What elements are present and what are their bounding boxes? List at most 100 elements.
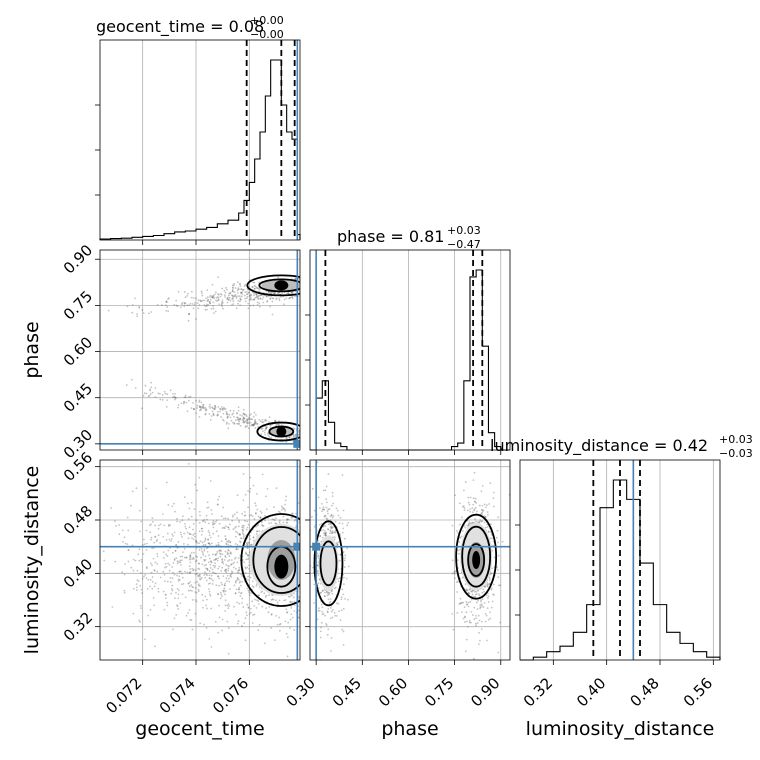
panel-geocent-time-vs-phase-sample xyxy=(211,407,214,410)
panel-geocent-time-vs-luminosity-distance-sample xyxy=(187,462,190,465)
panel-phase-vs-luminosity-distance-sample xyxy=(462,576,464,579)
panel-geocent-time-vs-luminosity-distance-sample xyxy=(220,540,223,542)
panel-phase-vs-luminosity-distance-sample xyxy=(489,611,492,614)
panel-geocent-time-vs-luminosity-distance-sample xyxy=(145,487,148,490)
panel-phase-vs-luminosity-distance-sample xyxy=(330,589,333,592)
panel-geocent-time-vs-phase-sample xyxy=(183,291,186,293)
panel-geocent-time-vs-luminosity-distance-sample xyxy=(248,564,250,567)
panel-geocent-time-vs-luminosity-distance-sample xyxy=(229,523,231,526)
panel-geocent-time-vs-phase-sample xyxy=(212,301,215,304)
panel-geocent-time-vs-phase-sample xyxy=(208,301,211,303)
panel-geocent-time-vs-luminosity-distance-sample xyxy=(291,516,294,519)
panel-geocent-time-vs-phase-sample xyxy=(182,402,185,405)
panel-geocent-time-vs-luminosity-distance-sample xyxy=(224,582,227,585)
panel-geocent-time-vs-phase-sample xyxy=(213,297,215,300)
panel-geocent-time-vs-phase-sample xyxy=(125,384,128,386)
panel-phase-vs-luminosity-distance-sample xyxy=(454,572,456,575)
panel-geocent-time-vs-luminosity-distance-sample xyxy=(208,554,210,557)
panel-geocent-time-vs-luminosity-distance-sample xyxy=(285,495,287,498)
panel-geocent-time-vs-phase-sample xyxy=(294,433,297,436)
panel-geocent-time-vs-luminosity-distance-sample xyxy=(191,599,194,601)
panel-geocent-time-vs-phase-sample xyxy=(194,301,196,304)
panel-geocent-time-vs-luminosity-distance-sample xyxy=(286,611,288,614)
panel-geocent-time-vs-luminosity-distance-sample xyxy=(236,601,239,604)
panel-geocent-time-vs-phase-sample xyxy=(185,401,188,404)
panel-geocent-time-vs-luminosity-distance-sample xyxy=(136,579,139,582)
panel-geocent-time-vs-luminosity-distance-sample xyxy=(224,537,227,540)
panel-geocent-time-vs-luminosity-distance-frame xyxy=(99,459,301,661)
panel-geocent-time-vs-phase-sample xyxy=(292,433,295,436)
panel-geocent-time-vs-luminosity-distance-sample xyxy=(227,607,230,610)
panel-geocent-time-vs-luminosity-distance-sample xyxy=(172,571,174,574)
panel-geocent-time-vs-luminosity-distance-sample xyxy=(275,487,278,490)
panel-geocent-time-vs-phase-sample xyxy=(131,304,134,306)
panel-geocent-time-vs-luminosity-distance-sample xyxy=(227,526,229,529)
panel-geocent-time-vs-luminosity-distance-sample xyxy=(165,593,167,596)
panel-geocent-time-vs-luminosity-distance-sample xyxy=(124,563,127,565)
panel-geocent-time-vs-phase-sample xyxy=(136,315,138,318)
panel-phase-vs-luminosity-distance-sample xyxy=(474,506,477,509)
panel-geocent-time-vs-luminosity-distance-sample xyxy=(166,580,169,583)
panel-phase-vs-luminosity-distance-sample xyxy=(467,592,470,595)
panel-phase-vs-luminosity-distance-sample xyxy=(347,598,349,601)
panel-geocent-time-vs-luminosity-distance-sample xyxy=(140,558,143,561)
panel-geocent-time-vs-luminosity-distance-sample xyxy=(180,559,183,562)
panel-geocent-time-vs-luminosity-distance-sample xyxy=(280,505,283,508)
panel-geocent-time-vs-phase-sample xyxy=(189,302,192,305)
panel-geocent-time-vs-phase-sample xyxy=(253,298,256,301)
panel-geocent-time-vs-phase-sample xyxy=(190,290,193,293)
panel-geocent-time-vs-luminosity-distance-sample xyxy=(232,514,234,517)
panel-geocent-time-vs-luminosity-distance-sample xyxy=(244,519,246,522)
panel-geocent-time-vs-phase-sample xyxy=(265,295,268,298)
panel-geocent-time-vs-luminosity-distance-sample xyxy=(180,583,183,586)
panel-geocent-time-vs-luminosity-distance-sample xyxy=(256,599,258,602)
panel-geocent-time-vs-luminosity-distance-sample xyxy=(236,494,239,496)
panel-geocent-time-vs-luminosity-distance-sample xyxy=(140,588,143,591)
panel-geocent-time-vs-luminosity-distance-sample xyxy=(229,573,232,576)
panel-geocent-time-vs-luminosity-distance-sample xyxy=(202,544,205,546)
panel-geocent-time-vs-luminosity-distance-sample xyxy=(210,578,213,580)
panel-geocent-time-vs-luminosity-distance-sample xyxy=(249,476,252,479)
panel-geocent-time-vs-luminosity-distance-sample xyxy=(234,535,237,538)
panel-geocent-time-vs-luminosity-distance-sample xyxy=(178,570,181,573)
panel-geocent-time-vs-phase-sample xyxy=(229,416,232,419)
panel-phase-vs-luminosity-distance-sample xyxy=(319,507,321,509)
panel-phase-vs-luminosity-distance-sample xyxy=(465,638,468,641)
panel-geocent-time-vs-luminosity-distance-sample xyxy=(273,506,275,509)
panel-geocent-time-vs-phase-sample xyxy=(264,433,267,436)
panel-geocent-time-vs-luminosity-distance-sample xyxy=(255,492,258,495)
panel-phase-vs-luminosity-distance-sample xyxy=(347,565,350,568)
panel-geocent-time-vs-phase-sample xyxy=(231,304,233,306)
panel-geocent-time-vs-phase-sample xyxy=(237,409,240,412)
panel-geocent-time-vs-luminosity-distance-sample xyxy=(205,563,208,566)
panel-phase-vs-luminosity-distance-sample xyxy=(465,603,468,606)
panel-geocent-time-vs-phase-sample xyxy=(269,423,272,426)
panel-geocent-time-vs-phase-sample xyxy=(245,290,248,293)
panel-geocent-time-vs-luminosity-distance-sample xyxy=(212,523,215,525)
panel-geocent-time-vs-luminosity-distance-sample xyxy=(239,533,241,536)
panel-geocent-time-vs-luminosity-distance-sample xyxy=(235,525,237,528)
panel-geocent-time-vs-luminosity-distance-sample xyxy=(224,568,227,571)
panel-phase-vs-luminosity-distance-sample xyxy=(466,603,469,606)
panel-geocent-time-vs-phase-sample xyxy=(271,313,274,316)
panel-geocent-time-vs-luminosity-distance-sample xyxy=(208,570,211,573)
panel-phase-vs-luminosity-distance-sample xyxy=(461,530,464,532)
panel-phase-vs-luminosity-distance-sample xyxy=(467,501,470,504)
panel-geocent-time-vs-phase-sample xyxy=(253,287,256,290)
panel-phase-vs-luminosity-distance-sample xyxy=(326,510,329,513)
panel-geocent-time-vs-luminosity-distance-sample xyxy=(212,526,215,529)
panel-geocent-time-vs-luminosity-distance-sample xyxy=(224,550,227,553)
panel-geocent-time-vs-phase-truth-point xyxy=(293,439,300,448)
panel-geocent-time-vs-phase-sample xyxy=(212,304,214,307)
panel-geocent-time-vs-phase-sample xyxy=(239,285,242,288)
panel-geocent-time-vs-luminosity-distance-sample xyxy=(202,519,205,522)
panel-phase-vs-luminosity-distance-sample xyxy=(467,605,470,608)
panel-geocent-time-vs-luminosity-distance-sample xyxy=(227,543,230,546)
panel-geocent-time-vs-phase-sample xyxy=(228,422,230,425)
panel-geocent-time-vs-luminosity-distance-sample xyxy=(150,536,153,539)
panel-geocent-time-vs-phase-sample xyxy=(165,405,168,408)
panel-geocent-time-vs-phase-sample xyxy=(183,301,186,304)
panel-geocent-time-vs-phase-sample xyxy=(232,287,234,289)
panel-geocent-time-vs-phase-sample xyxy=(229,291,232,294)
panel-phase-vs-luminosity-distance-sample xyxy=(321,508,324,511)
